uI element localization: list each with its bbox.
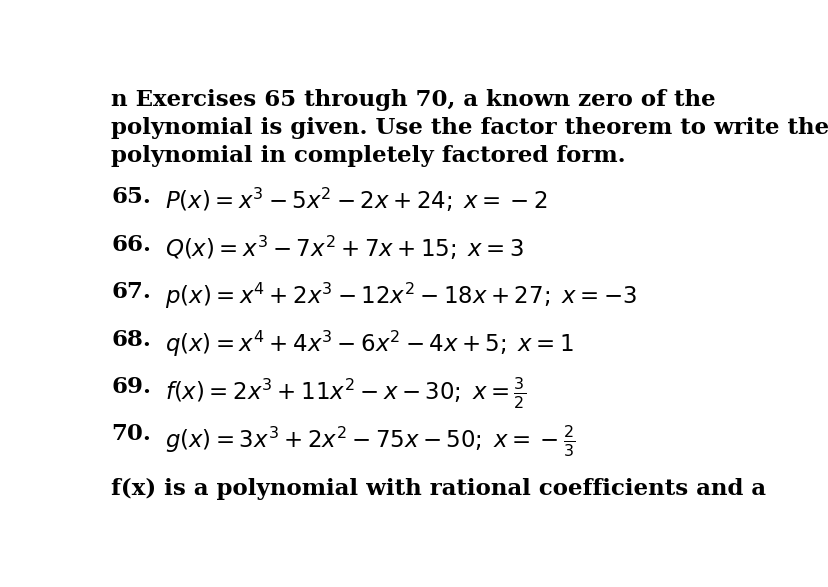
Text: 65.: 65. — [111, 186, 151, 208]
Text: $f(x) = 2x^3 + 11x^2 - x - 30;\; x = \frac{3}{2}$: $f(x) = 2x^3 + 11x^2 - x - 30;\; x = \fr… — [165, 376, 525, 411]
Text: $g(x) = 3x^3 + 2x^2 - 75x - 50;\; x = -\frac{2}{3}$: $g(x) = 3x^3 + 2x^2 - 75x - 50;\; x = -\… — [165, 423, 574, 458]
Text: 66.: 66. — [111, 234, 152, 255]
Text: f(x) is a polynomial with rational coefficients and a: f(x) is a polynomial with rational coeff… — [111, 478, 765, 500]
Text: n Exercises 65 through 70, a known zero of the: n Exercises 65 through 70, a known zero … — [111, 89, 715, 110]
Text: 67.: 67. — [111, 281, 151, 303]
Text: $p(x) = x^4 + 2x^3 - 12x^2 - 18x + 27;\; x = {-}3$: $p(x) = x^4 + 2x^3 - 12x^2 - 18x + 27;\;… — [165, 281, 636, 311]
Text: 69.: 69. — [111, 376, 152, 398]
Text: $q(x) = x^4 + 4x^3 - 6x^2 - 4x + 5;\; x = 1$: $q(x) = x^4 + 4x^3 - 6x^2 - 4x + 5;\; x … — [165, 329, 573, 359]
Text: $P(x) = x^3 - 5x^2 - 2x + 24;\; x = -2$: $P(x) = x^3 - 5x^2 - 2x + 24;\; x = -2$ — [165, 186, 546, 214]
Text: 68.: 68. — [111, 329, 151, 350]
Text: $Q(x) = x^3 - 7x^2 + 7x + 15;\; x = 3$: $Q(x) = x^3 - 7x^2 + 7x + 15;\; x = 3$ — [165, 234, 523, 262]
Text: polynomial in completely factored form.: polynomial in completely factored form. — [111, 144, 625, 167]
Text: 70.: 70. — [111, 423, 151, 446]
Text: polynomial is given. Use the factor theorem to write the: polynomial is given. Use the factor theo… — [111, 117, 828, 139]
